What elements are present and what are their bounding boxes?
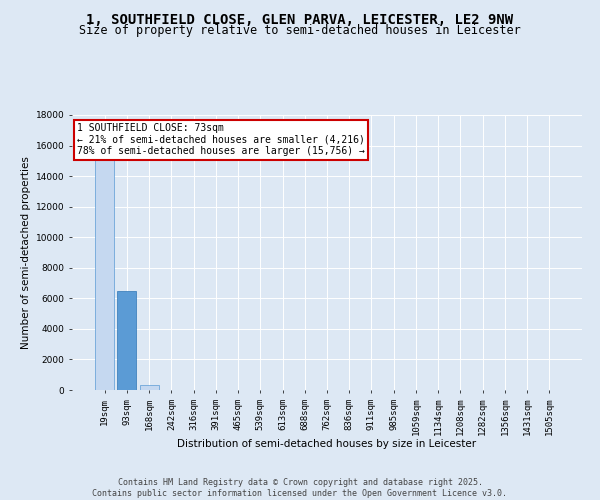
Bar xyxy=(140,386,158,390)
Bar xyxy=(118,290,136,390)
Text: Contains HM Land Registry data © Crown copyright and database right 2025.
Contai: Contains HM Land Registry data © Crown c… xyxy=(92,478,508,498)
Text: 1, SOUTHFIELD CLOSE, GLEN PARVA, LEICESTER, LE2 9NW: 1, SOUTHFIELD CLOSE, GLEN PARVA, LEICEST… xyxy=(86,12,514,26)
Text: Size of property relative to semi-detached houses in Leicester: Size of property relative to semi-detach… xyxy=(79,24,521,37)
Bar xyxy=(95,138,114,390)
Y-axis label: Number of semi-detached properties: Number of semi-detached properties xyxy=(22,156,31,349)
X-axis label: Distribution of semi-detached houses by size in Leicester: Distribution of semi-detached houses by … xyxy=(178,440,476,450)
Text: 1 SOUTHFIELD CLOSE: 73sqm
← 21% of semi-detached houses are smaller (4,216)
78% : 1 SOUTHFIELD CLOSE: 73sqm ← 21% of semi-… xyxy=(77,123,365,156)
